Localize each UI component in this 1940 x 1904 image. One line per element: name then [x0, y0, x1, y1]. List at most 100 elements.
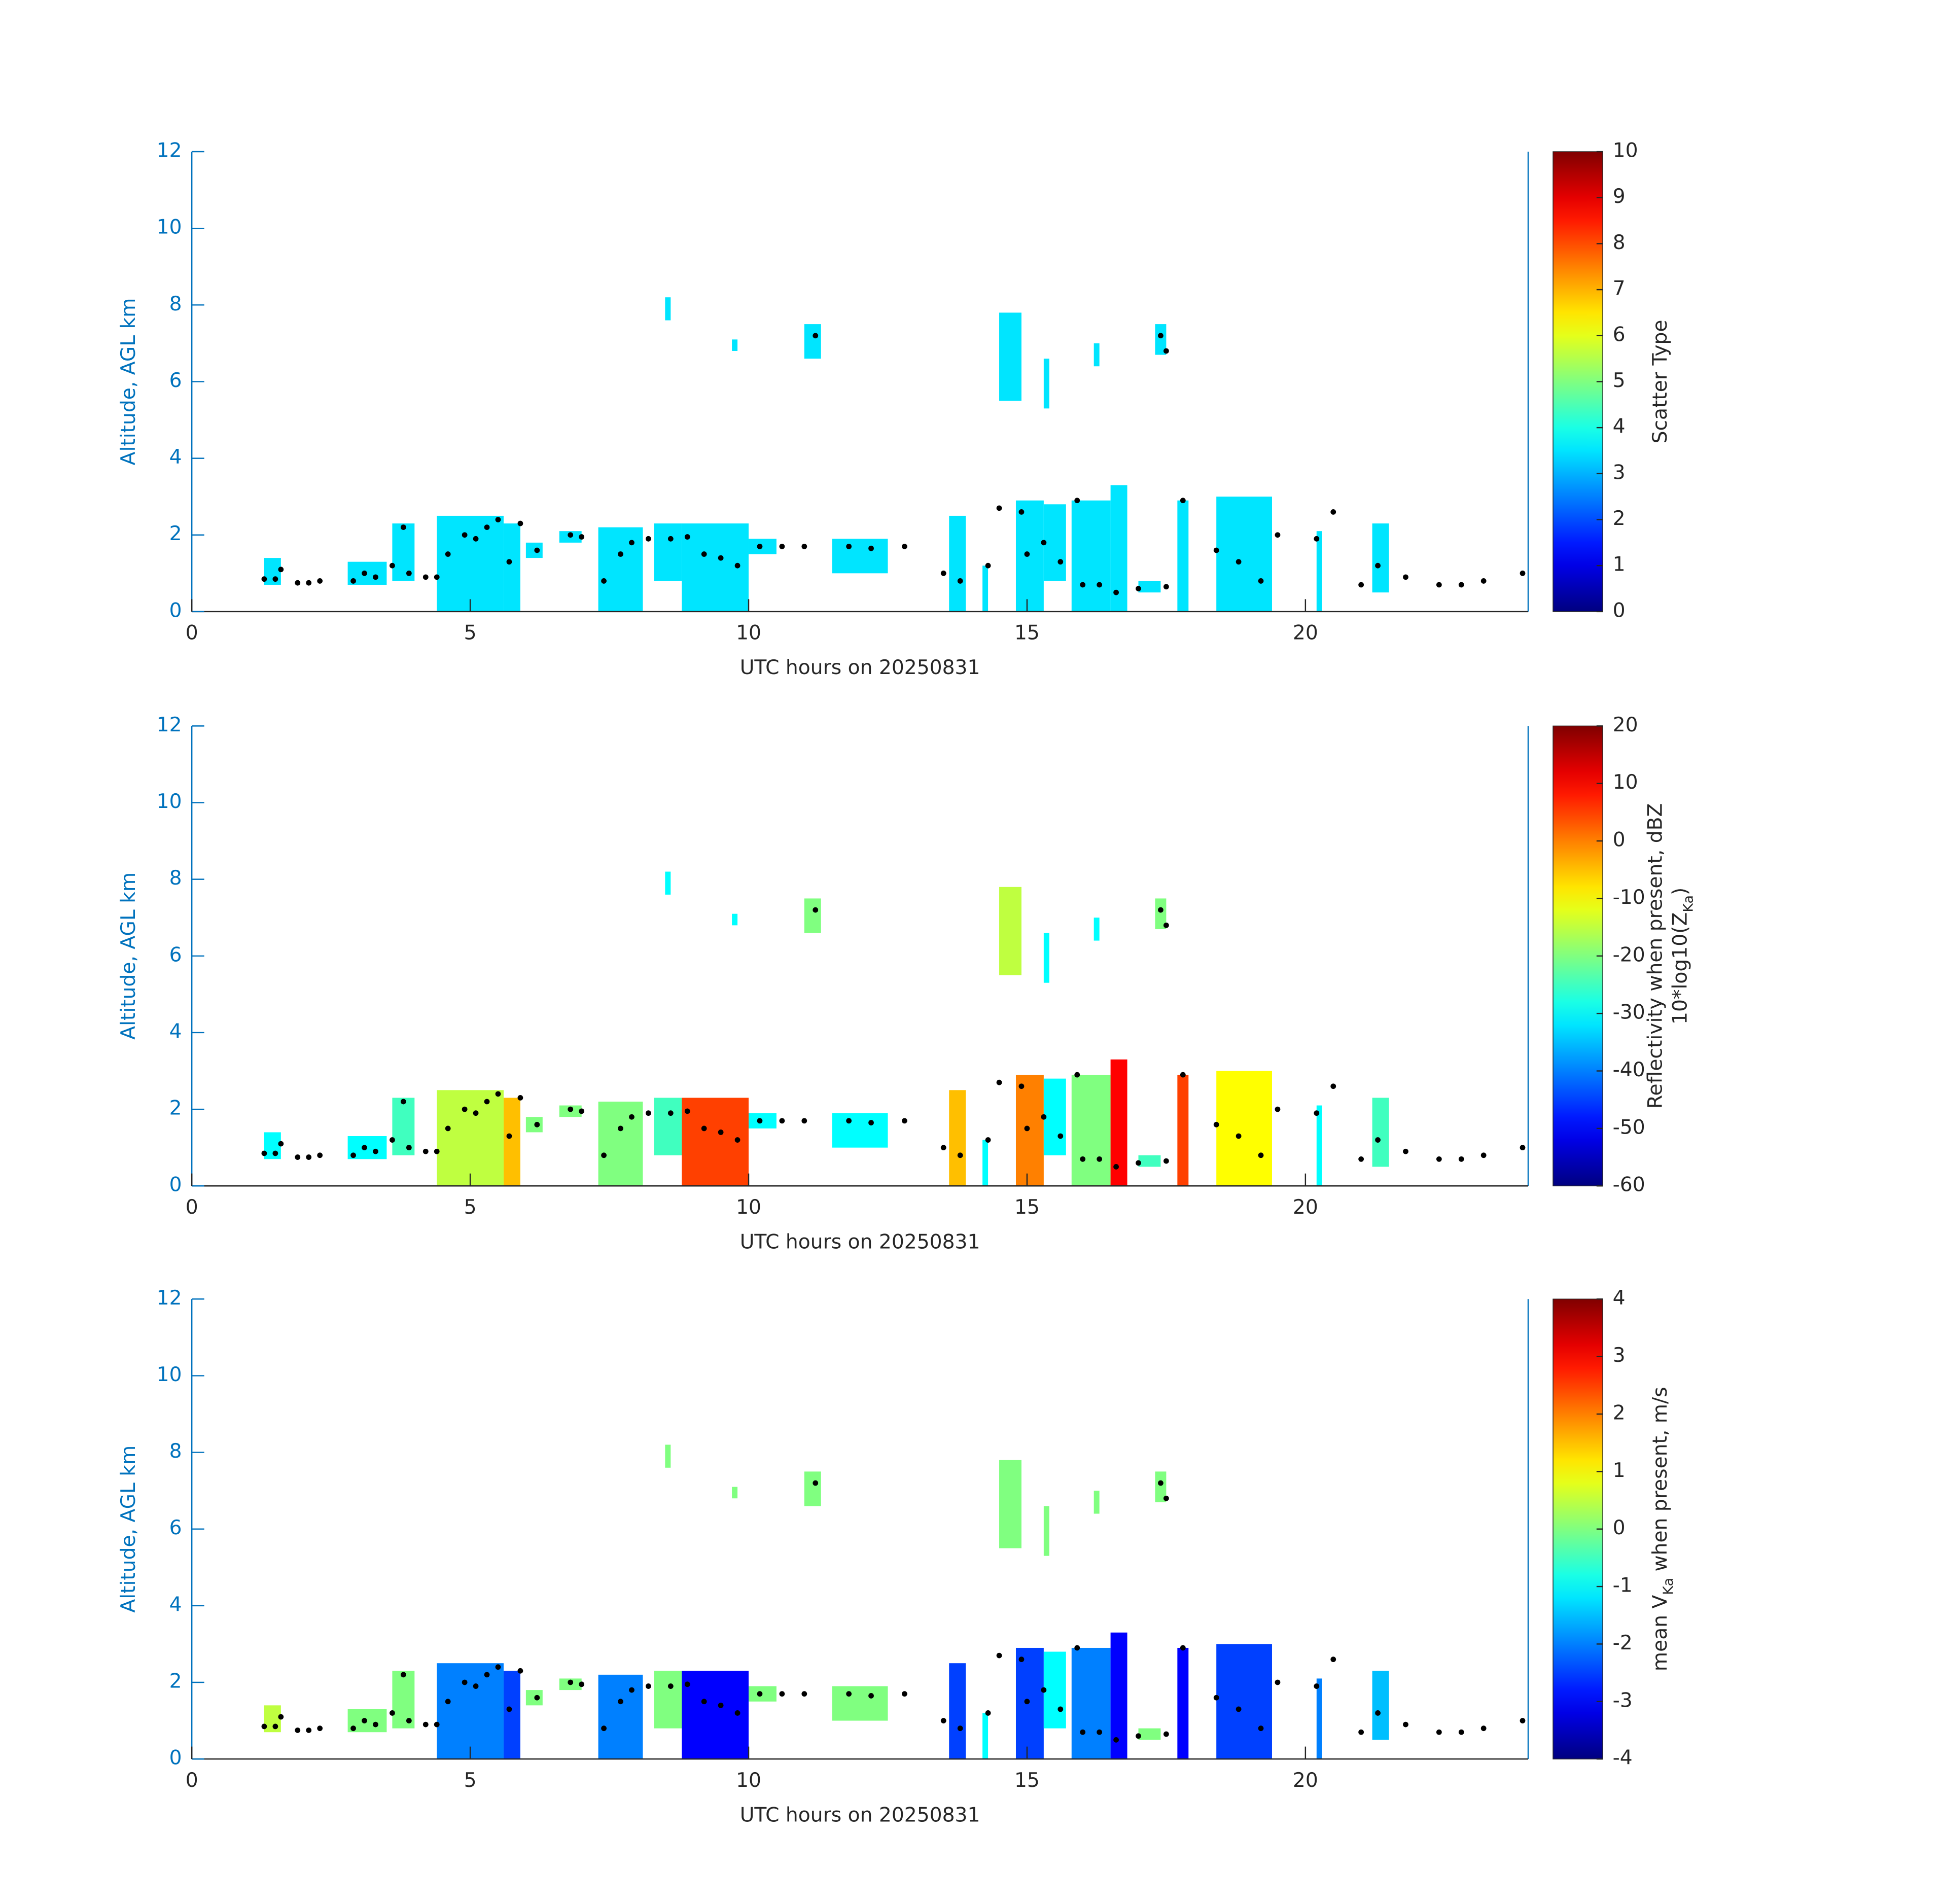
colorbar-tick-label: -50 [1613, 1116, 1645, 1139]
colorbar-tick-label: 8 [1613, 231, 1626, 254]
cloud-base-point [579, 534, 585, 540]
echo-patch [503, 1098, 520, 1186]
cloud-base-point [1018, 509, 1025, 515]
echo-patch [1110, 485, 1127, 612]
cloud-base-point [422, 1148, 429, 1154]
cloud-base-point [1136, 1733, 1141, 1739]
y-tick-label: 12 [157, 139, 182, 162]
cloud-base-point [506, 1133, 512, 1139]
cloud-base-point [1163, 584, 1169, 590]
cloud-base-point [473, 1110, 479, 1116]
cloud-base-point [261, 576, 267, 582]
cloud-base-point [1080, 1156, 1086, 1162]
echo-patch [1015, 1647, 1044, 1759]
echo-patch [749, 1113, 777, 1129]
cloud-base-point [940, 1718, 946, 1723]
cloud-base-point [568, 532, 574, 538]
cloud-base-point [601, 1152, 607, 1158]
cloud-base-point [667, 1110, 674, 1116]
cloud-base-point [1018, 1083, 1025, 1089]
cloud-base-point [534, 1121, 540, 1127]
colorbar-label-part: Ka [1661, 1578, 1676, 1595]
cloud-base-point [462, 532, 468, 538]
echo-patch [1316, 531, 1322, 612]
echo-patch [1316, 1678, 1322, 1759]
echo-patch [949, 1090, 966, 1186]
cloud-base-point [1275, 532, 1281, 538]
cloud-base-point [295, 1154, 301, 1160]
cloud-base-point [1080, 1729, 1086, 1735]
cloud-base-point [734, 562, 740, 569]
colorbar-label-part: mean V [1649, 1595, 1672, 1671]
cloud-base-point [757, 1691, 763, 1697]
cloud-base-point [1041, 1687, 1047, 1693]
colorbar [1553, 151, 1603, 612]
echo-patch [1138, 1155, 1161, 1167]
echo-patch [732, 339, 738, 351]
colorbar-tick-label: 5 [1613, 369, 1626, 392]
cloud-base-point [779, 544, 785, 549]
echo-patch [1043, 359, 1049, 409]
echo-patch [1155, 1471, 1167, 1502]
colorbar-tick-label: 2 [1613, 507, 1626, 530]
colorbar-tick-label: -60 [1613, 1174, 1645, 1196]
echo-patch [1043, 1078, 1066, 1155]
echo-patch [1177, 1647, 1189, 1759]
cloud-base-point [1136, 1160, 1141, 1166]
cloud-base-point [484, 524, 490, 531]
cloud-base-point [629, 540, 634, 546]
echo-patch [437, 1663, 504, 1759]
echo-patch [598, 1101, 643, 1186]
cloud-base-point [317, 578, 323, 584]
x-axis-label: UTC hours on 20250831 [740, 1804, 980, 1826]
colorbar-label-part: Scatter Type [1649, 320, 1672, 443]
y-tick-label: 8 [169, 867, 182, 890]
cloud-base-point [484, 1099, 490, 1105]
cloud-base-point [400, 1672, 406, 1678]
cloud-base-point [1024, 1699, 1030, 1705]
cloud-base-point [1097, 1156, 1103, 1162]
cloud-base-point [495, 1664, 501, 1670]
x-tick-label: 20 [1293, 1196, 1318, 1219]
x-tick-label: 15 [1014, 1769, 1040, 1792]
echo-patch [525, 542, 543, 558]
echo-patch [1110, 1632, 1127, 1759]
cloud-base-point [1480, 578, 1487, 584]
echo-patch [804, 1471, 821, 1506]
cloud-base-point [718, 555, 724, 561]
cloud-base-point [350, 1152, 356, 1158]
cloud-base-point [801, 1691, 807, 1697]
y-tick-label: 6 [169, 369, 182, 392]
echo-patch [1071, 500, 1111, 612]
cloud-base-point [1403, 1148, 1408, 1154]
cloud-base-point [1458, 582, 1464, 588]
cloud-base-point [1057, 1133, 1064, 1139]
echo-patch [1110, 1059, 1127, 1186]
x-tick-label: 5 [464, 1196, 477, 1219]
colorbar-tick-label: 10 [1613, 139, 1638, 162]
cloud-base-point [1163, 1158, 1169, 1164]
cloud-base-point [579, 1108, 585, 1114]
cloud-base-point [534, 1695, 540, 1701]
cloud-base-point [484, 1672, 490, 1678]
cloud-base-point [272, 576, 278, 582]
cloud-base-point [813, 907, 819, 913]
echo-patch [665, 297, 671, 321]
cloud-base-point [1163, 922, 1169, 928]
cloud-base-point [1180, 1072, 1186, 1078]
cloud-base-point [734, 1137, 740, 1143]
cloud-base-point [272, 1150, 278, 1156]
y-axis-label: Altitude, AGL km [117, 298, 140, 466]
echo-patch [1155, 898, 1167, 929]
echo-patch [437, 515, 504, 612]
cloud-base-point [618, 1699, 623, 1705]
cloud-base-point [362, 1145, 367, 1151]
cloud-base-point [667, 536, 674, 542]
colorbar [1553, 725, 1603, 1186]
cloud-base-point [373, 1148, 378, 1154]
cloud-base-point [272, 1723, 278, 1730]
cloud-base-point [601, 1725, 607, 1732]
cloud-base-point [701, 1125, 707, 1132]
cloud-base-point [517, 1668, 523, 1674]
cloud-base-point [1330, 1083, 1336, 1089]
